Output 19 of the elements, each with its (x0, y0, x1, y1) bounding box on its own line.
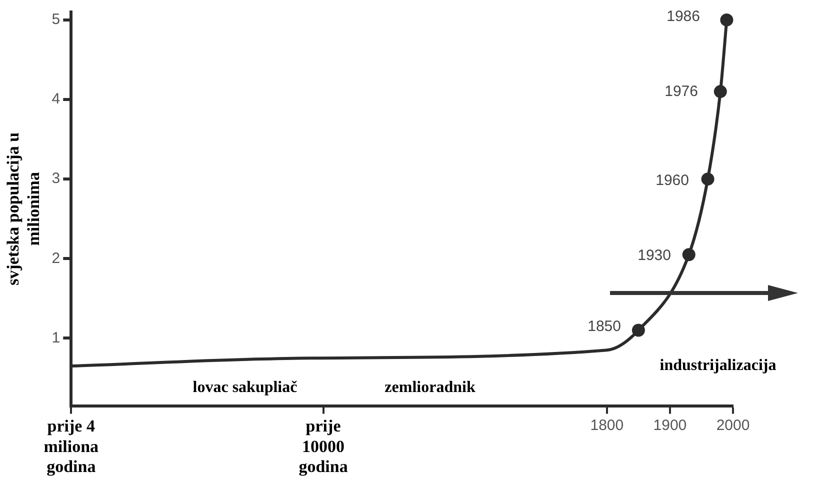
y-tick-label: 5 (52, 11, 60, 28)
x-tick-label: 1800 (590, 416, 624, 434)
x-tick-label: prije 10000 godina (298, 416, 348, 476)
annotation: 1930 (638, 247, 671, 264)
annotation: 1986 (666, 8, 700, 26)
annotation: 1850 (588, 318, 621, 336)
annotation: lovac sakupliač (192, 379, 298, 396)
y-axis-title: svjetska populacija u milionima (4, 132, 43, 286)
x-tick-label: 2000 (716, 416, 750, 434)
x-tick-label: prije 4 miliona godina (44, 416, 100, 476)
y-tick-label: 1 (52, 329, 60, 346)
y-tick-label: 4 (52, 90, 60, 108)
annotation: zemlioradnik (384, 379, 476, 396)
y-tick-label: 2 (52, 250, 60, 267)
annotation: 1960 (656, 172, 689, 190)
annotation: 1976 (664, 83, 698, 100)
annotation: industrijalizacija (660, 357, 776, 374)
y-tick-label: 3 (52, 170, 60, 188)
x-tick-label: 1900 (653, 416, 687, 434)
